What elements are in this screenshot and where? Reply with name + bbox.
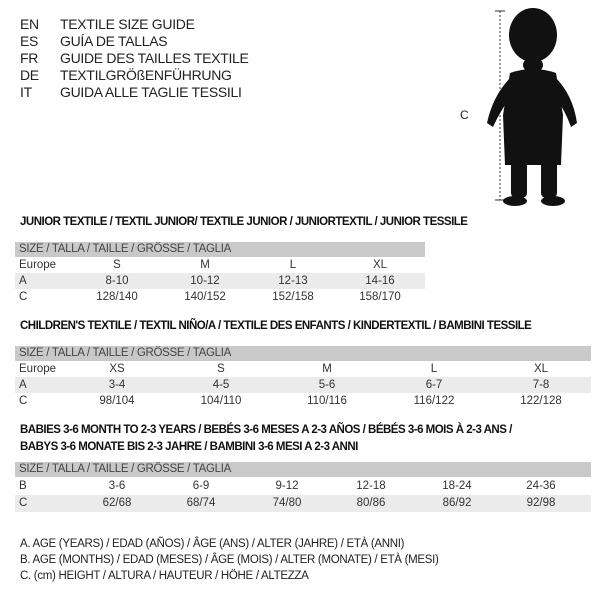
row-label: A — [19, 275, 27, 287]
cell: L — [430, 363, 438, 375]
legend-note-b: B. AGE (MONTHS) / EDAD (MESES) / ÂGE (MO… — [20, 554, 439, 566]
cell: 6-9 — [192, 480, 210, 492]
title-de: DE TEXTILGRÖßENFÜHRUNG — [20, 67, 232, 83]
cell: 80/86 — [356, 497, 386, 509]
cell: 12-13 — [278, 275, 308, 287]
babies-section-title-line2: BABYS 3-6 MONATE BIS 2-3 JAHRE / BAMBINI… — [20, 441, 358, 453]
cell: 3-6 — [108, 480, 126, 492]
cell: S — [113, 259, 121, 271]
cell: M — [200, 259, 210, 271]
babies-size-table: SIZE / TALLA / TAILLE / GRÖSSE / TAGLIA … — [15, 462, 591, 512]
cell: 128/140 — [96, 291, 138, 303]
cell: 122/128 — [520, 395, 562, 407]
row-label: C — [19, 497, 28, 509]
junior-section-title: JUNIOR TEXTILE / TEXTIL JUNIOR/ TEXTILE … — [20, 216, 468, 228]
cell: 10-12 — [190, 275, 220, 287]
cell: 14-16 — [365, 275, 395, 287]
cell: XL — [533, 363, 549, 375]
title-es: ES GUÍA DE TALLAS — [20, 33, 168, 49]
measure-label: C — [460, 108, 469, 122]
babies-section-title-line1: BABIES 3-6 MONTH TO 2-3 YEARS / BEBÉS 3-… — [20, 424, 512, 436]
children-section-title: CHILDREN'S TEXTILE / TEXTIL NIÑO/A / TEX… — [20, 320, 532, 332]
cell: S — [217, 363, 225, 375]
cell: 5-6 — [318, 379, 336, 391]
cell: XS — [109, 363, 125, 375]
cell: M — [322, 363, 332, 375]
table-header: SIZE / TALLA / TAILLE / GRÖSSE / TAGLIA — [15, 462, 591, 477]
row-label: C — [19, 395, 28, 407]
cell: 140/152 — [184, 291, 226, 303]
title-en: EN TEXTILE SIZE GUIDE — [20, 16, 195, 32]
table-row: A 3-4 4-5 5-6 6-7 7-8 — [15, 377, 591, 393]
children-size-table: SIZE / TALLA / TAILLE / GRÖSSE / TAGLIA … — [15, 346, 591, 409]
legend-note-c: C. (cm) HEIGHT / ALTURA / HAUTEUR / HÖHE… — [20, 570, 309, 582]
table-header: SIZE / TALLA / TAILLE / GRÖSSE / TAGLIA — [15, 346, 591, 361]
cell: 4-5 — [212, 379, 230, 391]
cell: 110/116 — [307, 395, 347, 407]
row-label: Europe — [19, 259, 57, 271]
child-silhouette-icon — [487, 8, 577, 206]
table-row: C 98/104 104/110 110/116 116/122 122/128 — [15, 393, 591, 409]
table-row: C 62/68 68/74 74/80 80/86 86/92 92/98 — [15, 495, 591, 512]
junior-size-table: SIZE / TALLA / TAILLE / GRÖSSE / TAGLIA … — [15, 242, 425, 305]
cell: 92/98 — [526, 497, 556, 509]
cell: 116/122 — [413, 395, 455, 407]
row-label: A — [19, 379, 27, 391]
cell: 12-18 — [356, 480, 386, 492]
cell: 98/104 — [99, 395, 135, 407]
cell: 68/74 — [186, 497, 216, 509]
row-label: C — [19, 291, 28, 303]
cell: 24-36 — [526, 480, 556, 492]
title-fr: FR GUIDE DES TAILLES TEXTILE — [20, 50, 249, 66]
cell: 158/170 — [359, 291, 401, 303]
row-label: B — [19, 480, 27, 492]
cell: 18-24 — [442, 480, 472, 492]
cell: 9-12 — [275, 480, 299, 492]
legend-note-a: A. AGE (YEARS) / EDAD (AÑOS) / ÂGE (ANS)… — [20, 538, 405, 550]
table-row: C 128/140 140/152 152/158 158/170 — [15, 289, 425, 305]
row-label: Europe — [19, 363, 57, 375]
cell: 74/80 — [272, 497, 302, 509]
cell: 62/68 — [102, 497, 132, 509]
cell: 3-4 — [108, 379, 126, 391]
table-row: Europe XS S M L XL — [15, 361, 591, 377]
cell: 6-7 — [425, 379, 443, 391]
table-row: A 8-10 10-12 12-13 14-16 — [15, 273, 425, 289]
table-row: B 3-6 6-9 9-12 12-18 18-24 24-36 — [15, 477, 591, 495]
title-it: IT GUIDA ALLE TAGLIE TESSILI — [20, 84, 242, 100]
cell: 8-10 — [105, 275, 129, 287]
cell: 7-8 — [532, 379, 550, 391]
cell: 104/110 — [200, 395, 242, 407]
table-header: SIZE / TALLA / TAILLE / GRÖSSE / TAGLIA — [15, 242, 425, 257]
cell: 86/92 — [442, 497, 472, 509]
cell: XL — [372, 259, 388, 271]
cell: 152/158 — [272, 291, 314, 303]
cell: L — [289, 259, 297, 271]
table-row: Europe S M L XL — [15, 257, 425, 273]
